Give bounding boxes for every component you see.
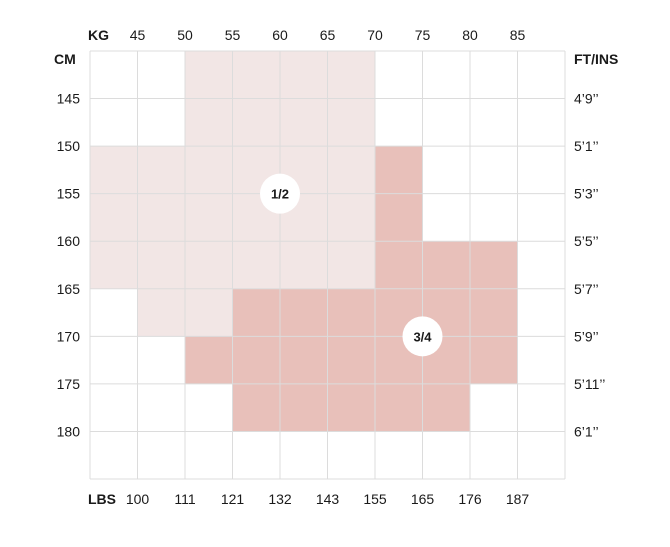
y-tick-label-ftins: 5’3’’	[574, 186, 599, 202]
size-badges: 1/2 3/4	[260, 173, 443, 357]
x-tick-label-lbs: 111	[174, 491, 195, 507]
x-tick-label-kg: 70	[367, 27, 383, 43]
size-badge	[402, 316, 443, 357]
size-badge-label: 3/4	[413, 329, 432, 344]
y-tick-label-ftins: 6’1’’	[574, 423, 599, 439]
y-tick-label-cm: 145	[57, 91, 81, 107]
size-badge-label: 1/2	[271, 187, 289, 202]
x-tick-label-lbs: 187	[506, 491, 530, 507]
y-tick-label-cm: 155	[57, 186, 81, 202]
x-tick-label-kg: 55	[225, 27, 241, 43]
x-tick-label-kg: 65	[320, 27, 336, 43]
x-tick-label-kg: 50	[177, 27, 193, 43]
y-tick-label-ftins: 5’7’’	[574, 281, 599, 297]
y-unit-label-ftins: FT/INS	[574, 51, 618, 67]
y-tick-label-ftins: 5’9’’	[574, 328, 599, 344]
y-tick-label-ftins: 5’11’’	[574, 376, 605, 392]
x-tick-label-lbs: 155	[363, 491, 387, 507]
x-unit-label-kg: KG	[88, 27, 109, 43]
y-tick-label-cm: 165	[57, 281, 81, 297]
x-tick-label-lbs: 132	[268, 491, 292, 507]
y-tick-label-cm: 150	[57, 138, 81, 154]
y-tick-label-cm: 175	[57, 376, 81, 392]
size-3-4-cell	[232, 383, 470, 432]
y-tick-label-cm: 170	[57, 328, 81, 344]
x-tick-label-lbs: 176	[458, 491, 482, 507]
x-tick-label-kg: 45	[130, 27, 146, 43]
chart-grid	[89, 50, 566, 480]
y-tick-label-ftins: 5’1’’	[574, 138, 599, 154]
y-tick-label-ftins: 4’9’’	[574, 91, 599, 107]
x-unit-label-lbs: LBS	[88, 491, 116, 507]
size-3-4-cell	[375, 241, 518, 289]
x-tick-label-kg: 80	[462, 27, 478, 43]
y-unit-label-cm: CM	[54, 51, 76, 67]
x-tick-label-lbs: 121	[221, 491, 245, 507]
tick-labels: 45 50 55 60 65 70 75 80 85 100 111 121 132 143 155 165 1…	[57, 27, 606, 507]
size-badge	[260, 173, 300, 214]
x-tick-label-lbs: 165	[411, 491, 435, 507]
x-tick-label-kg: 60	[272, 27, 288, 43]
size-3-4-cell	[185, 336, 518, 384]
y-tick-label-cm: 160	[57, 233, 81, 249]
x-tick-label-lbs: 143	[316, 491, 340, 507]
x-tick-label-kg: 75	[415, 27, 431, 43]
x-tick-label-lbs: 100	[126, 491, 150, 507]
y-tick-label-cm: 180	[57, 423, 81, 439]
x-tick-label-kg: 85	[510, 27, 526, 43]
y-tick-label-ftins: 5’5’’	[574, 233, 599, 249]
